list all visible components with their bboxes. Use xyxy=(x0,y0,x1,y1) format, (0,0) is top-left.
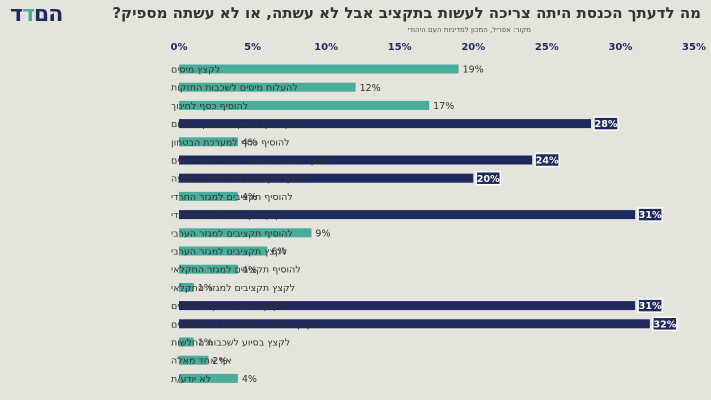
value-label-box xyxy=(652,316,678,332)
x-tick-label: 10% xyxy=(314,42,338,53)
bar xyxy=(179,191,238,201)
category-label: לקצץ תקציבים למגזר החרדי xyxy=(171,210,287,221)
bar xyxy=(179,228,312,238)
x-tick-label: 15% xyxy=(388,42,412,53)
category-label: להוסיף כסף לחינוך xyxy=(171,101,248,112)
value-label-box xyxy=(534,152,560,168)
value-label: 6% xyxy=(271,247,286,258)
chart-title: מה לדעתך הכנסת היתה צריכה לעשות בתקציב א… xyxy=(112,4,701,22)
x-tick-label: 5% xyxy=(244,42,261,53)
bar xyxy=(179,301,636,311)
x-tick-label: 20% xyxy=(461,42,485,53)
value-label: 20% xyxy=(477,174,500,185)
category-label: לקצץ במספר המשרדים הממשלתיים xyxy=(171,319,319,330)
bar xyxy=(179,82,356,92)
value-label: 19% xyxy=(463,65,484,76)
value-label: 9% xyxy=(315,228,330,239)
category-label: לקצץ תקציבים למגזר הערבי xyxy=(171,247,287,258)
value-label-box xyxy=(637,298,663,313)
category-label: להוסיף כסף למערכת הבטחון xyxy=(171,137,290,148)
value-label: 24% xyxy=(536,156,559,167)
bar xyxy=(179,337,194,347)
value-label: 4% xyxy=(242,374,257,385)
value-label-box xyxy=(637,207,663,222)
category-label: לקצץ מיסים xyxy=(171,65,220,76)
category-label: לקצץ בסיוע לשכבות החלשות xyxy=(171,338,290,349)
logo-main: הם xyxy=(33,2,63,27)
category-label: להוסיף תקציבים למגזר החרדי xyxy=(171,192,293,203)
category-label: להוסיף כסף לשיקום הצפון והדרום xyxy=(171,119,310,130)
x-tick-label: 30% xyxy=(608,42,632,53)
category-label: לא יודע/ת xyxy=(171,374,211,385)
value-label: 4% xyxy=(242,265,257,276)
value-label: 31% xyxy=(639,301,662,312)
logo: הםדד xyxy=(10,2,63,27)
bar xyxy=(179,373,238,383)
value-label: 1% xyxy=(198,338,213,349)
logo-accent: ד xyxy=(21,2,35,27)
x-tick-label: 0% xyxy=(171,42,188,53)
bar xyxy=(179,246,268,256)
category-label: להעלות מיסים לשכבות החזקות xyxy=(171,83,298,94)
bar xyxy=(179,210,636,220)
value-label: 12% xyxy=(360,83,381,94)
category-label: לקצץ תקציבים למגזר החקלאי xyxy=(171,283,295,294)
category-label: להוסיף תקציבים למגזר הערבי xyxy=(171,228,293,239)
category-label: להוסיף תקציבים למלחמה בפשיעה xyxy=(171,174,312,185)
category-label: לקצץ בכספים הקואליציוניים xyxy=(171,301,285,312)
value-label: 17% xyxy=(433,101,454,112)
x-tick-label: 35% xyxy=(682,42,706,53)
value-label: 31% xyxy=(639,210,662,221)
value-label: 4% xyxy=(242,137,257,148)
category-label: להוסיף תקציבים למגזר החקלאי xyxy=(171,265,301,276)
value-label: 32% xyxy=(653,319,676,330)
bar xyxy=(179,155,533,165)
bar xyxy=(179,119,591,129)
bar xyxy=(179,282,194,292)
value-label: 4% xyxy=(242,192,257,203)
bar xyxy=(179,173,474,183)
bar xyxy=(179,264,238,274)
x-tick-label: 25% xyxy=(535,42,559,53)
value-label: 28% xyxy=(595,119,618,130)
category-label: להוסיף הטבות למשרתי הסדיר והמילואים xyxy=(171,156,336,167)
bar xyxy=(179,64,459,74)
logo-tail: ד xyxy=(10,2,23,27)
value-label-box xyxy=(593,116,619,131)
category-label: אף אחד מאלה xyxy=(171,356,232,367)
source-note: מקור: אפריל, המכון למדיניות העם היהודי xyxy=(407,26,531,34)
bar xyxy=(179,100,430,110)
bar xyxy=(179,355,209,365)
value-label-box xyxy=(475,170,502,186)
value-label: 1% xyxy=(198,283,213,294)
bar xyxy=(179,319,650,329)
bar xyxy=(179,137,238,147)
value-label: 2% xyxy=(212,356,227,367)
